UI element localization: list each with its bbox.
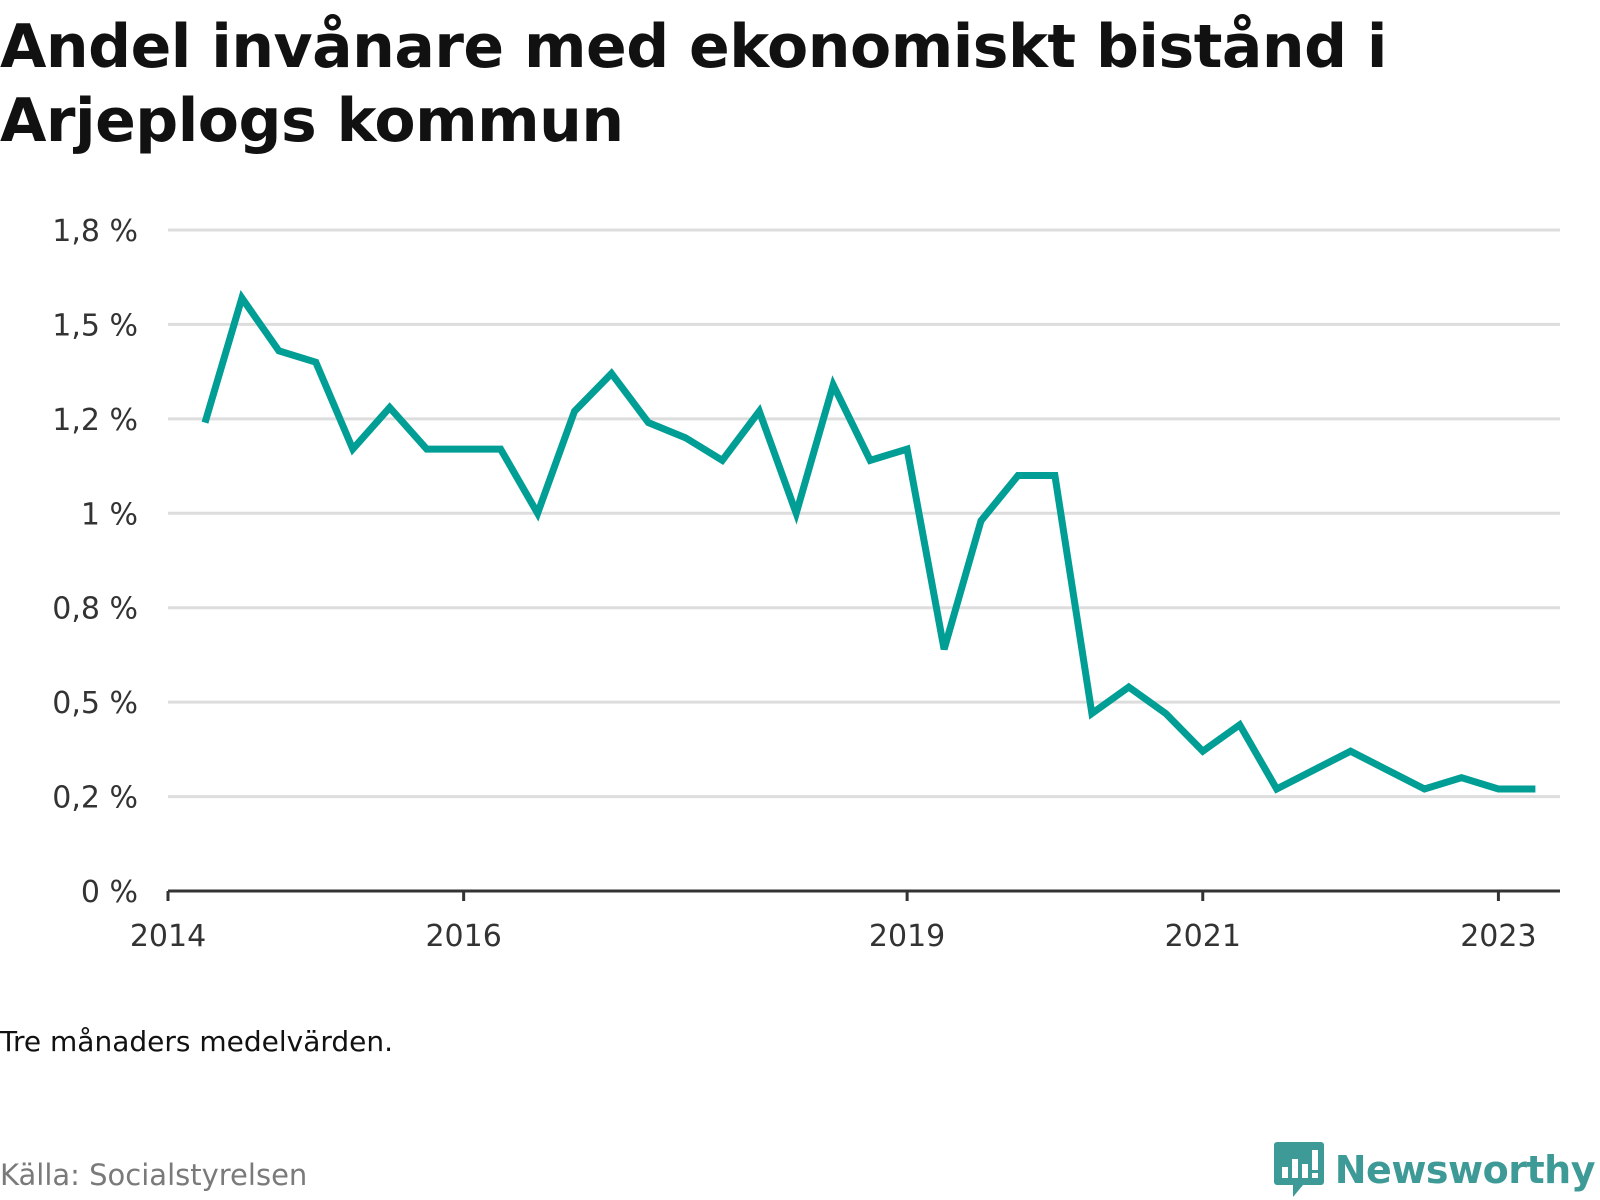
y-tick-label: 0,8 % bbox=[52, 592, 138, 627]
source-credit: Källa: Socialstyrelsen bbox=[0, 1158, 308, 1192]
x-tick-label: 2023 bbox=[1460, 919, 1536, 954]
chart-title: Andel invånare med ekonomiskt bistånd i … bbox=[0, 12, 1387, 156]
y-tick-label: 0,2 % bbox=[52, 781, 138, 816]
line-chart: 0 % 0,2 % 0,5 % 0,8 % 1 % 1,2 % 1,5 % 1,8 % 2014… bbox=[52, 214, 1560, 954]
y-tick-label: 0,5 % bbox=[52, 686, 138, 721]
newsworthy-logo-icon bbox=[1273, 1142, 1324, 1197]
y-tick-label: 0 % bbox=[81, 875, 138, 910]
y-tick-label: 1,2 % bbox=[52, 403, 138, 438]
chart-note: Tre månaders medelvärden. bbox=[0, 1025, 394, 1058]
brand-logo: Newsworthy bbox=[1273, 1140, 1596, 1200]
x-tick-label: 2016 bbox=[425, 919, 501, 954]
y-tick-label: 1 % bbox=[81, 497, 138, 532]
series-line bbox=[201, 290, 1536, 794]
x-tick-label: 2014 bbox=[130, 919, 206, 954]
y-tick-label: 1,8 % bbox=[52, 214, 138, 249]
x-tick-label: 2021 bbox=[1165, 919, 1241, 954]
brand-name: Newsworthy bbox=[1334, 1148, 1596, 1192]
y-tick-label: 1,5 % bbox=[52, 308, 138, 343]
x-tick-label: 2019 bbox=[869, 919, 945, 954]
